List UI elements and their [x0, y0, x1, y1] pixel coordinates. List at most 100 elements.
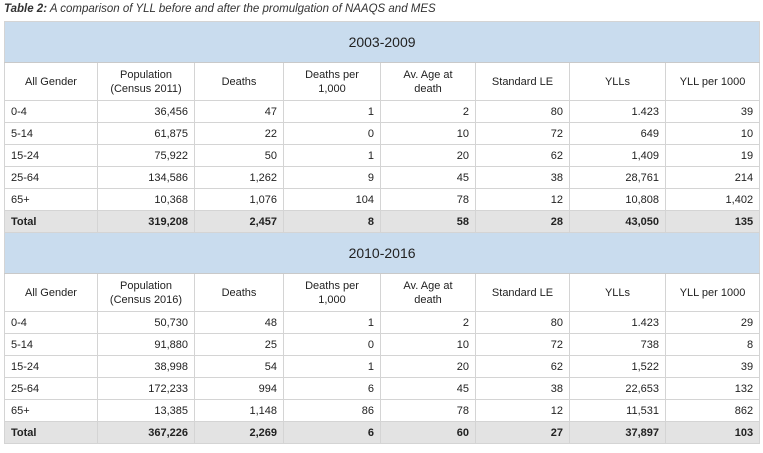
header-line: Deaths per: [305, 279, 359, 292]
data-cell: 65+: [4, 188, 98, 211]
data-cell: 10,808: [569, 188, 666, 211]
data-row: 5-14 91,880 25 0 10 72 738 8: [4, 333, 761, 356]
data-cell: 38: [475, 166, 570, 189]
total-cell: Total: [4, 421, 98, 444]
data-row: 65+ 10,368 1,076 104 78 12 10,808 1,402: [4, 188, 761, 211]
total-cell: 60: [380, 421, 476, 444]
header-cell: Av. Age at death: [380, 273, 476, 312]
data-cell: 19: [664, 144, 761, 167]
data-cell: 13,385: [97, 399, 195, 422]
data-cell: 6: [283, 377, 381, 400]
data-cell: 12: [475, 399, 570, 422]
total-cell: 103: [664, 421, 761, 444]
data-cell: 649: [569, 122, 666, 145]
data-cell: 738: [569, 333, 666, 356]
header-line: (Census 2016): [109, 293, 183, 306]
header-line: Standard LE: [491, 286, 554, 299]
data-cell: 48: [194, 311, 284, 334]
data-cell: 134,586: [97, 166, 195, 189]
data-cell: 104: [283, 188, 381, 211]
data-cell: 132: [664, 377, 761, 400]
header-cell: Deaths: [194, 62, 284, 101]
data-cell: 0: [283, 122, 381, 145]
data-cell: 78: [380, 399, 476, 422]
data-cell: 38,998: [97, 355, 195, 378]
data-cell: 5-14: [4, 333, 98, 356]
header-cell: Population (Census 2011): [97, 62, 195, 101]
data-cell: 15-24: [4, 144, 98, 167]
header-cell: All Gender: [4, 273, 98, 312]
header-line: YLLs: [604, 286, 631, 299]
data-row: 25-64 172,233 994 6 45 38 22,653 132: [4, 377, 761, 400]
header-line: YLL per 1000: [679, 286, 746, 299]
data-cell: 25-64: [4, 377, 98, 400]
data-row: 15-24 38,998 54 1 20 62 1,522 39: [4, 355, 761, 378]
data-cell: 39: [664, 355, 761, 378]
total-cell: Total: [4, 210, 98, 233]
data-cell: 2: [380, 100, 476, 123]
header-line: Av. Age at: [403, 68, 453, 81]
header-line: Av. Age at: [403, 279, 453, 292]
header-line: Population: [120, 279, 172, 292]
data-cell: 62: [475, 355, 570, 378]
total-cell: 2,269: [194, 421, 284, 444]
yll-table: 2003-2009 All Gender Population (Census 201…: [3, 21, 761, 444]
data-cell: 50,730: [97, 311, 195, 334]
data-cell: 1.423: [569, 100, 666, 123]
total-cell: 43,050: [569, 210, 666, 233]
total-row: Total 367,226 2,269 6 60 27 37,897 103: [4, 421, 761, 444]
header-cell: Deaths per 1,000: [283, 62, 381, 101]
data-cell: 47: [194, 100, 284, 123]
total-cell: 28: [475, 210, 570, 233]
header-cell: Deaths per 1,000: [283, 273, 381, 312]
total-cell: 319,208: [97, 210, 195, 233]
data-row: 25-64 134,586 1,262 9 45 38 28,761 214: [4, 166, 761, 189]
data-cell: 45: [380, 166, 476, 189]
data-cell: 20: [380, 144, 476, 167]
data-cell: 1,522: [569, 355, 666, 378]
header-row: All Gender Population (Census 2011) Deaths D…: [4, 62, 761, 101]
data-cell: 15-24: [4, 355, 98, 378]
header-line: 1,000: [318, 82, 346, 95]
data-cell: 10,368: [97, 188, 195, 211]
header-line: Deaths: [221, 286, 257, 299]
data-cell: 25: [194, 333, 284, 356]
data-cell: 10: [380, 122, 476, 145]
data-cell: 1: [283, 355, 381, 378]
data-cell: 28,761: [569, 166, 666, 189]
data-cell: 65+: [4, 399, 98, 422]
caption: Table 2: A comparison of YLL before and …: [4, 3, 436, 15]
data-cell: 78: [380, 188, 476, 211]
data-cell: 29: [664, 311, 761, 334]
total-cell: 58: [380, 210, 476, 233]
header-line: Deaths per: [305, 68, 359, 81]
total-cell: 6: [283, 421, 381, 444]
data-cell: 5-14: [4, 122, 98, 145]
section-title-row: 2003-2009: [3, 21, 761, 63]
data-cell: 9: [283, 166, 381, 189]
data-cell: 22: [194, 122, 284, 145]
header-line: Standard LE: [491, 75, 554, 88]
header-line: YLL per 1000: [679, 75, 746, 88]
data-cell: 172,233: [97, 377, 195, 400]
header-line: All Gender: [25, 286, 77, 299]
data-cell: 25-64: [4, 166, 98, 189]
data-cell: 62: [475, 144, 570, 167]
data-cell: 22,653: [569, 377, 666, 400]
data-cell: 72: [475, 333, 570, 356]
data-cell: 86: [283, 399, 381, 422]
caption-text: A comparison of YLL before and after the…: [49, 3, 436, 15]
data-row: 0-4 50,730 48 1 2 80 1.423 29: [4, 311, 761, 334]
data-cell: 61,875: [97, 122, 195, 145]
data-cell: 11,531: [569, 399, 666, 422]
total-cell: 8: [283, 210, 381, 233]
data-cell: 1: [283, 100, 381, 123]
data-cell: 0-4: [4, 311, 98, 334]
data-cell: 80: [475, 100, 570, 123]
data-row: 0-4 36,456 47 1 2 80 1.423 39: [4, 100, 761, 123]
header-line: death: [414, 293, 442, 306]
header-cell: YLLs: [569, 273, 666, 312]
data-cell: 1.423: [569, 311, 666, 334]
data-cell: 214: [664, 166, 761, 189]
data-cell: 1: [283, 144, 381, 167]
